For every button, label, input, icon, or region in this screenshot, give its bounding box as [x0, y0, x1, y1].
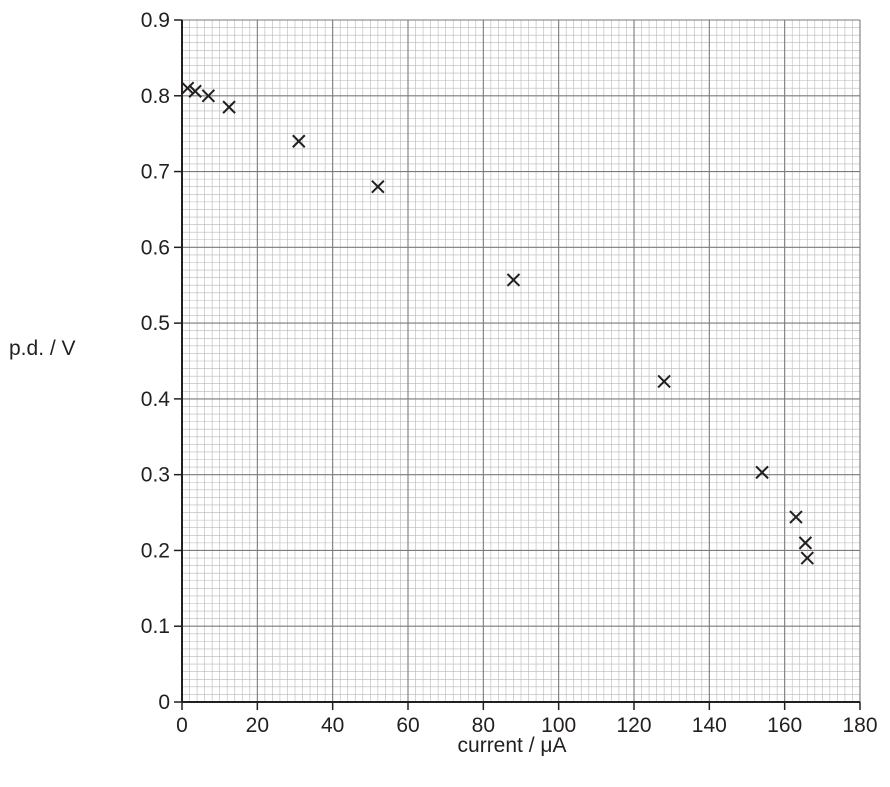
data-point: [657, 374, 671, 389]
x-tick-label: 80: [472, 714, 495, 737]
data-point: [789, 510, 803, 524]
y-tick-label: 0.1: [141, 615, 170, 638]
x-tick-label: 180: [842, 714, 877, 737]
data-point: [180, 81, 195, 95]
x-tick-label: 140: [692, 714, 727, 737]
x-tick-label: 160: [767, 714, 802, 737]
data-point: [506, 273, 521, 287]
y-tick-label: 0.2: [141, 539, 170, 562]
x-tick-label: 60: [396, 714, 419, 737]
grid: [181, 19, 861, 703]
data-point: [292, 134, 306, 148]
x-tick-label: 100: [541, 714, 576, 737]
data-point: [371, 180, 385, 194]
data-point: [222, 100, 236, 114]
y-tick-label: 0: [158, 691, 170, 714]
x-tick-label: 0: [176, 714, 188, 737]
y-tick-label: 0.6: [141, 236, 170, 259]
x-tick-label: 20: [246, 714, 269, 737]
y-tick-label: 0.8: [141, 85, 170, 108]
y-tick-label: 0.5: [141, 312, 170, 335]
y-tick-label: 0.3: [141, 464, 170, 487]
y-tick-label: 0.7: [141, 161, 170, 184]
axes: [174, 19, 861, 710]
y-tick-label: 0.4: [141, 388, 171, 411]
tick-labels: 0 20 40 60 80 100 120 140 160 180 0 0.1 0.2 0.3 0.4 0.5…: [141, 9, 878, 737]
x-tick-label: 120: [616, 714, 651, 737]
y-axis-label: p.d. / V: [9, 337, 76, 360]
data-point: [201, 89, 216, 103]
x-tick-label: 40: [321, 714, 344, 737]
data-points: [180, 81, 814, 565]
data-point: [800, 551, 814, 565]
data-point: [755, 465, 769, 480]
data-point: [188, 84, 202, 98]
y-tick-label: 0.9: [141, 9, 170, 32]
data-point: [798, 536, 813, 550]
x-axis-label: current / μA: [458, 734, 567, 757]
